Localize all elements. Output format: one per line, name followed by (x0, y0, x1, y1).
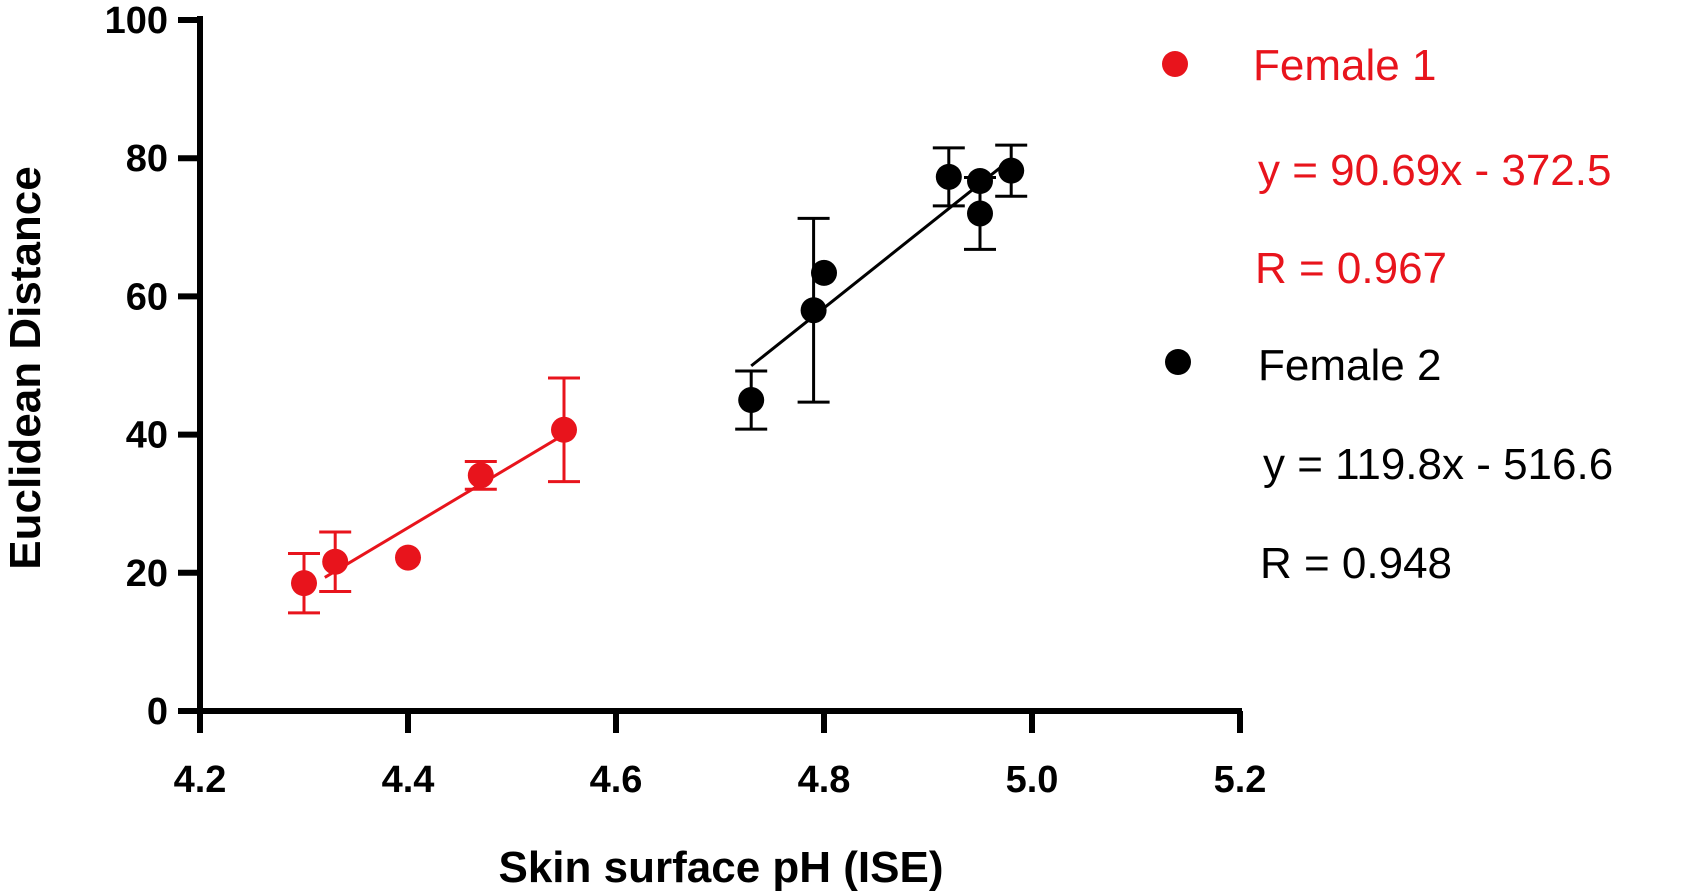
axes (197, 16, 1242, 714)
data-point (998, 157, 1025, 184)
regression-line (750, 157, 1013, 368)
data-point (967, 200, 993, 227)
series-2 (735, 143, 1028, 431)
data-point (738, 387, 765, 414)
data-point (935, 163, 962, 190)
legend-label-female-2: Female 2 (1258, 341, 1441, 390)
data-point (811, 259, 837, 286)
legend: Female 1 y = 90.69x - 372.5 R = 0.967 Fe… (1162, 41, 1613, 588)
regression-line (324, 433, 565, 579)
y-tick-label: 0 (147, 691, 168, 733)
legend-marker-female-1 (1162, 51, 1188, 77)
plot-marks (288, 143, 1028, 615)
x-tick-label: 5.0 (1006, 759, 1059, 801)
y-tick-label: 40 (126, 415, 168, 457)
y-tick-label: 20 (126, 553, 168, 595)
legend-marker-female-2 (1165, 349, 1191, 375)
legend-label-female-1: Female 1 (1253, 41, 1436, 90)
data-point (395, 544, 421, 571)
equation-female-2: y = 119.8x - 516.6 (1263, 440, 1613, 489)
x-tick-label: 4.2 (174, 759, 227, 801)
x-tick-label: 4.8 (798, 759, 851, 801)
r-value-female-1: R = 0.967 (1255, 244, 1447, 293)
data-point (467, 462, 494, 489)
x-tick-label: 4.4 (382, 759, 435, 801)
r-value-female-2: R = 0.948 (1260, 539, 1452, 588)
data-point (800, 297, 827, 324)
data-point (322, 548, 349, 575)
y-tick-label: 60 (126, 276, 168, 318)
equation-female-1: y = 90.69x - 372.5 (1258, 146, 1611, 195)
y-tick-label: 100 (105, 0, 168, 42)
y-tick-label: 80 (126, 138, 168, 180)
series-1 (288, 376, 580, 615)
x-axis-title: Skin surface pH (ISE) (498, 843, 943, 892)
ticks: 4.2 4.4 4.6 4.8 5.0 5.2 0 20 40 60 80 100 (105, 0, 1267, 801)
x-tick-label: 4.6 (590, 759, 643, 801)
data-point (291, 570, 317, 597)
y-axis-title: Euclidean Distance (1, 166, 50, 569)
x-tick-label: 5.2 (1214, 759, 1267, 801)
data-point (967, 168, 993, 195)
data-point (551, 416, 577, 443)
